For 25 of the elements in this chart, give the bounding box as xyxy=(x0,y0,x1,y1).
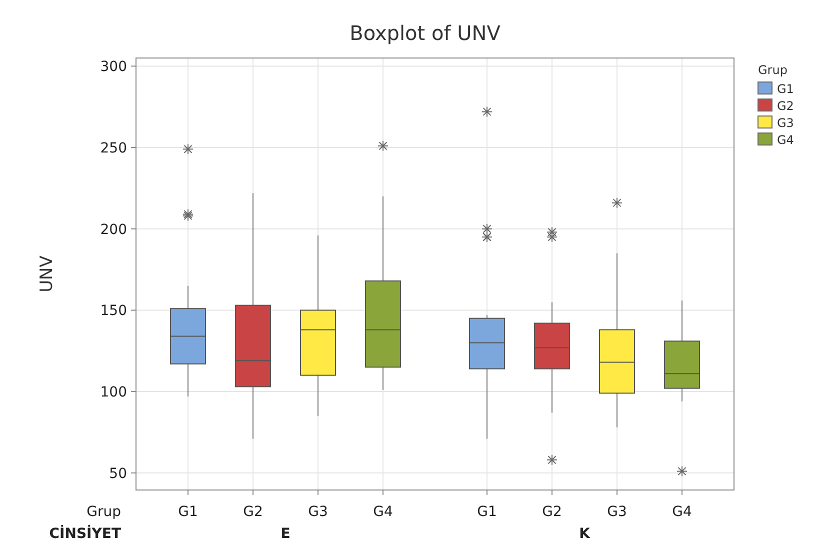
legend-label: G2 xyxy=(777,99,794,113)
text: G4 xyxy=(672,504,692,520)
text: Grup xyxy=(86,504,122,520)
y-axis-title: UNV xyxy=(37,255,57,292)
legend-label: G1 xyxy=(777,82,794,96)
legend-title: Grup xyxy=(758,63,788,77)
text: G1 xyxy=(178,504,198,520)
y-tick-label: 50 xyxy=(109,466,127,482)
y-tick-label: 200 xyxy=(100,222,127,238)
y-tick-label: 250 xyxy=(100,140,127,156)
legend-label: G3 xyxy=(777,116,794,130)
x-tick-label: K xyxy=(579,526,592,542)
text: G2 xyxy=(542,504,562,520)
text: G2 xyxy=(243,504,263,520)
text: G1 xyxy=(477,504,497,520)
legend-label: G4 xyxy=(777,133,794,147)
x-tick-label: E xyxy=(280,526,290,542)
y-tick-label: 150 xyxy=(100,303,127,320)
y-tick-label: 100 xyxy=(100,384,127,401)
text: G3 xyxy=(308,504,328,520)
text: G3 xyxy=(607,504,627,520)
x-axis-title: CİNSİYET xyxy=(49,525,122,542)
chart-title: Boxplot of UNV xyxy=(350,21,501,45)
y-tick-label: 300 xyxy=(100,59,127,76)
text: G4 xyxy=(373,504,393,520)
